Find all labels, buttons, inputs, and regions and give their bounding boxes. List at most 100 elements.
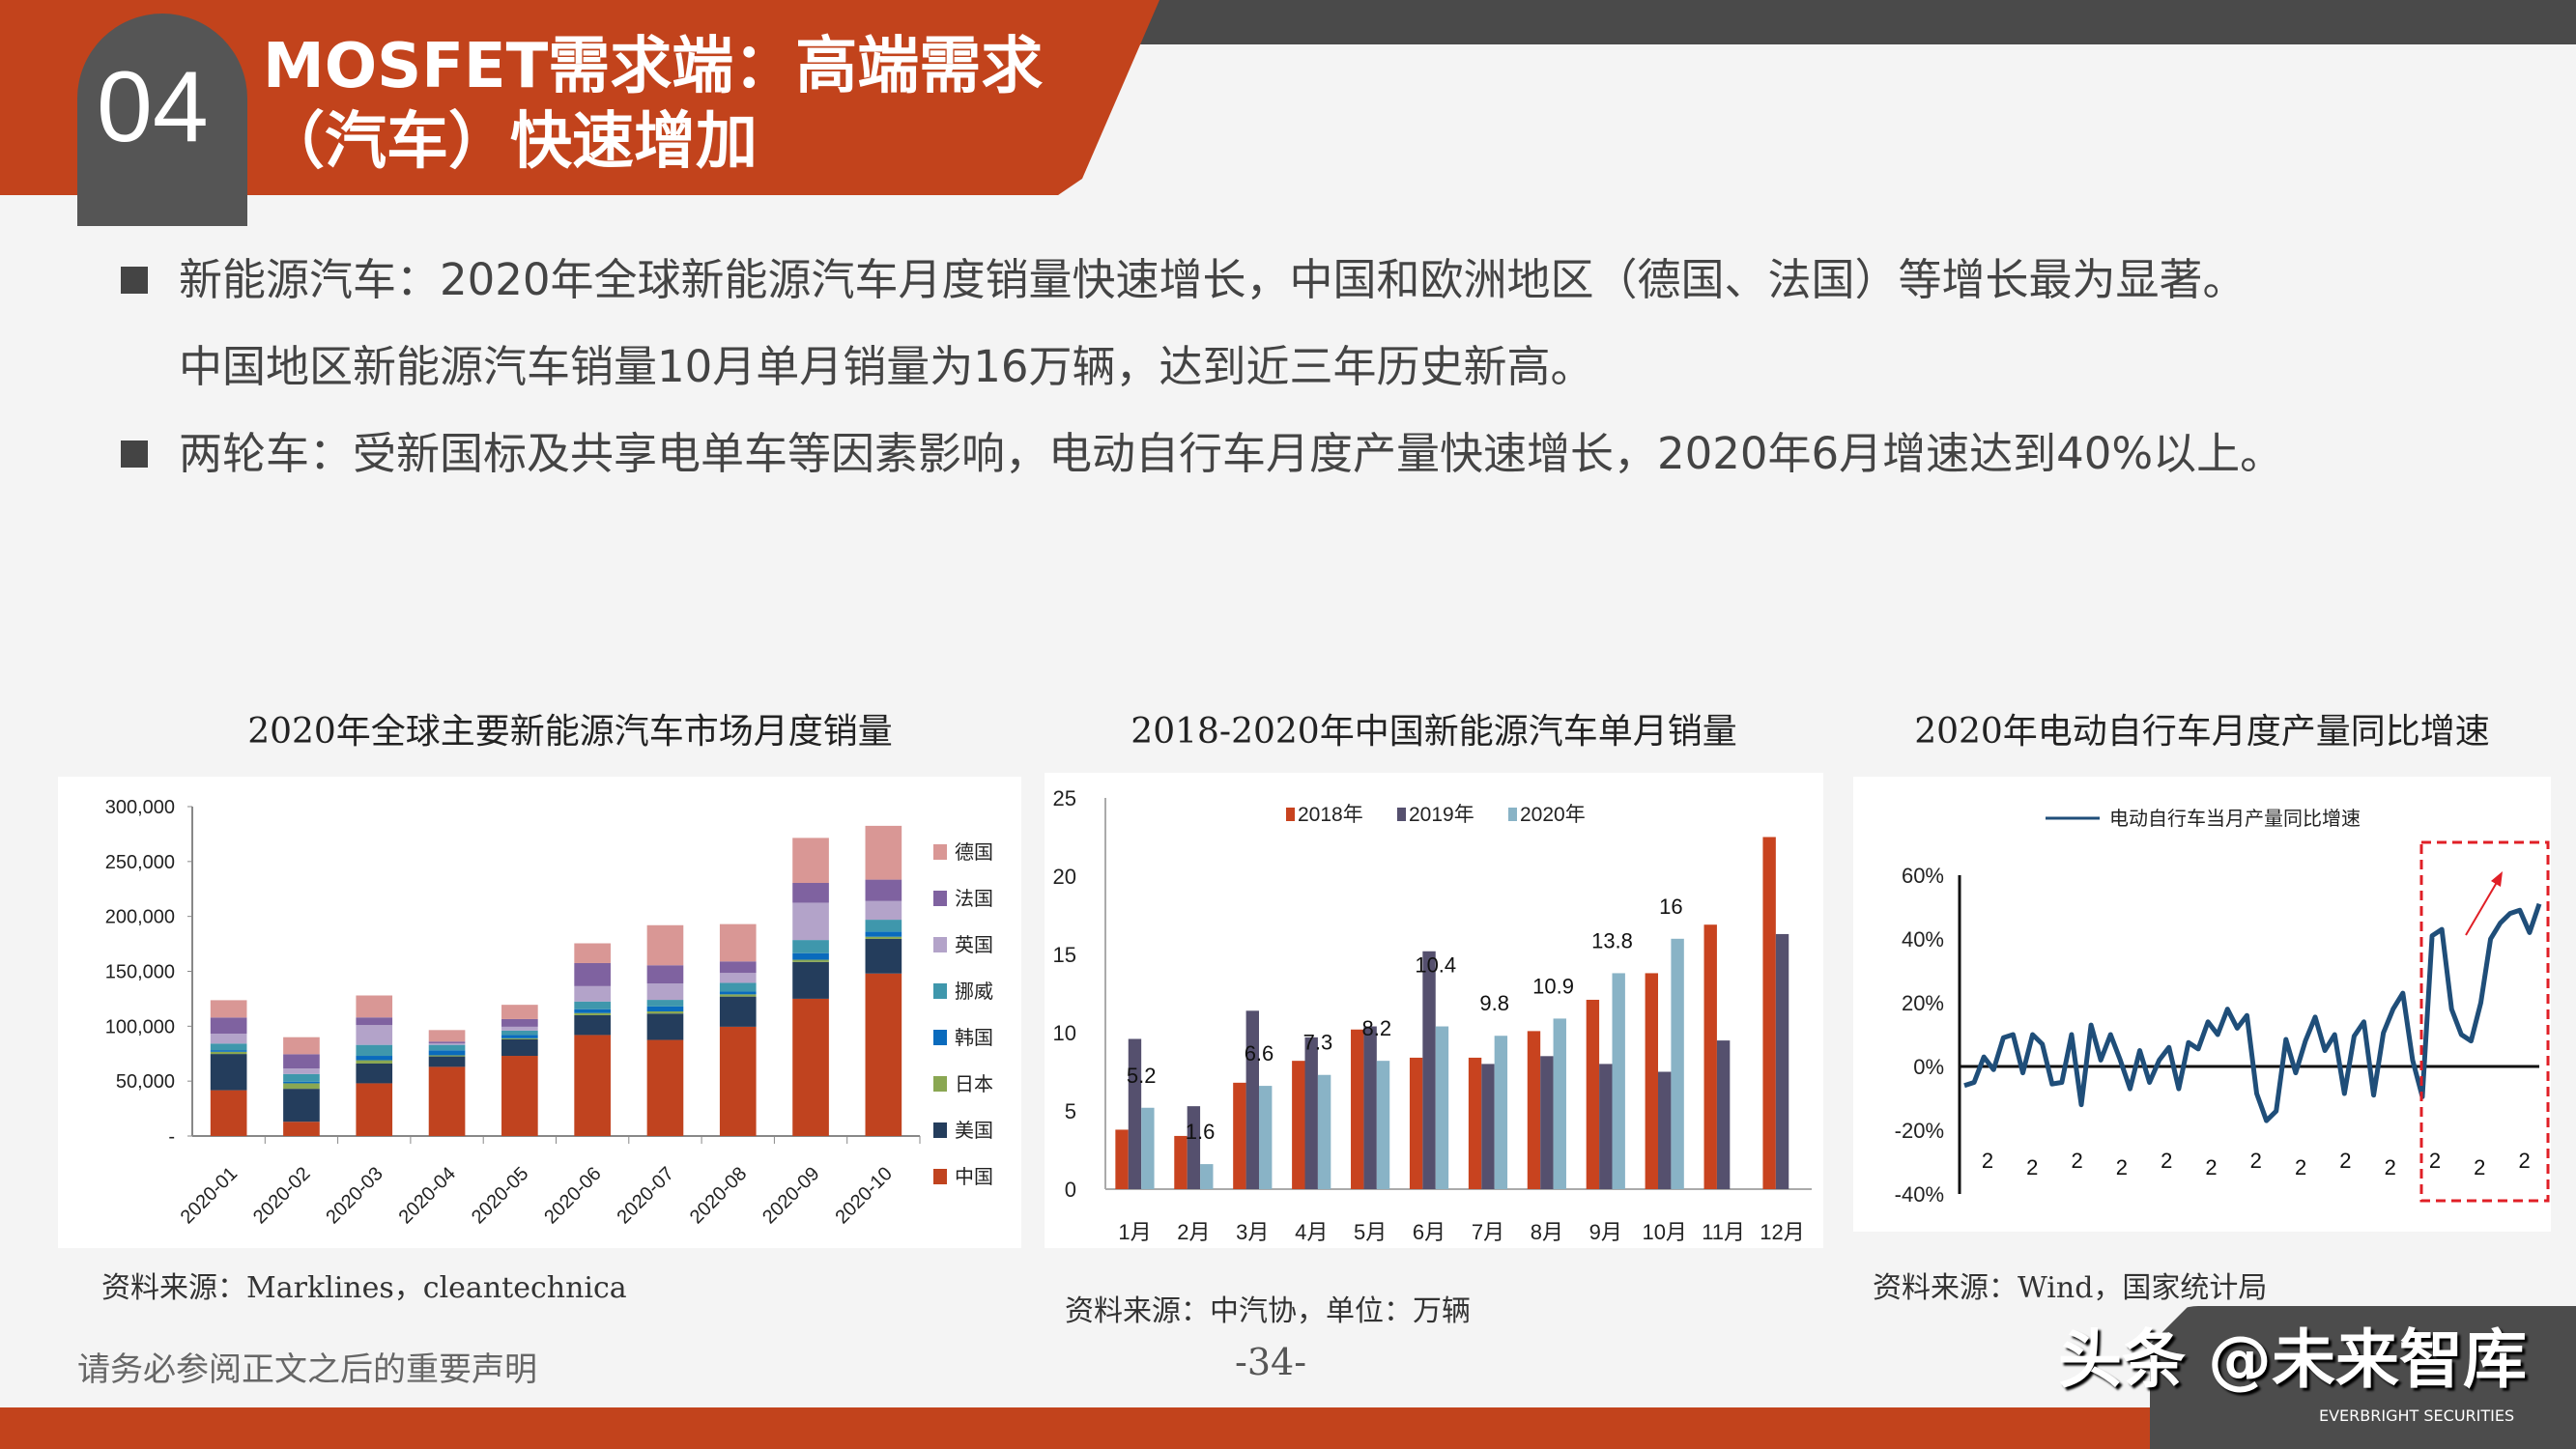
- legend-label: 法国: [955, 888, 993, 910]
- bar-segment: [283, 1068, 320, 1074]
- bar-segment: [210, 1054, 247, 1091]
- bar-segment: [865, 825, 902, 880]
- bar: [1128, 1038, 1142, 1189]
- x-tick-label: 10月: [1642, 1220, 1686, 1244]
- bar-segment: [865, 931, 902, 937]
- stacked-bar-chart: - 50,000 100,000 150,000 200,000 250,000 300,0…: [105, 797, 993, 1228]
- legend-swatch: [1286, 808, 1295, 821]
- bar-segment: [792, 952, 829, 960]
- x-tick-label: 2: [2161, 1149, 2172, 1173]
- bar-segment: [865, 920, 902, 932]
- bar: [1703, 924, 1717, 1189]
- bar: [1527, 1031, 1541, 1189]
- bar: [1115, 1129, 1129, 1189]
- bar-segment: [283, 1037, 320, 1055]
- data-label: 10.9: [1532, 974, 1574, 998]
- bar-segment: [210, 1017, 247, 1035]
- legend-swatch: [933, 937, 947, 952]
- y-tick-label: 150,000: [105, 962, 175, 983]
- bar-segment: [719, 994, 757, 997]
- bar-segment: [574, 1009, 611, 1013]
- legend-label: 韩国: [955, 1027, 993, 1049]
- title-line-1: MOSFET需求端：高端需求: [263, 31, 1044, 102]
- legend-label: 2019年: [1409, 804, 1474, 826]
- chart1-title: 2020年全球主要新能源汽车市场月度销量: [247, 712, 893, 752]
- data-label: 5.2: [1127, 1064, 1157, 1088]
- bar: [1187, 1106, 1201, 1189]
- watermark-logo: 头条 @未来智库: [2058, 1322, 2527, 1397]
- bar-segment: [283, 1081, 320, 1084]
- bar-segment: [501, 1056, 538, 1136]
- chart1-source: 资料来源：Marklines，cleantechnica: [101, 1271, 627, 1305]
- bar: [1671, 938, 1684, 1189]
- bar: [1200, 1164, 1214, 1189]
- bar-segment: [646, 1010, 684, 1014]
- bar-segment: [574, 943, 611, 963]
- bar-segment: [283, 1089, 320, 1122]
- bar-segment: [501, 1018, 538, 1027]
- bar-segment: [428, 1030, 466, 1042]
- x-tick-label: 2020-06: [540, 1163, 605, 1228]
- data-label: 9.8: [1479, 991, 1509, 1015]
- bar-segment: [210, 1034, 247, 1044]
- title-line-2: （汽车）快速增加: [263, 106, 758, 178]
- x-tick-label: 7月: [1472, 1220, 1504, 1244]
- bar-segment: [719, 982, 757, 992]
- bullet-list: 新能源汽车：2020年全球新能源汽车月度销量快速增长，中国和欧洲地区（德国、法国…: [121, 237, 2536, 497]
- bar: [1468, 1057, 1482, 1189]
- x-tick-label: 2: [2518, 1149, 2530, 1173]
- y-tick-label: 5: [1065, 1099, 1076, 1123]
- bar-segment: [501, 1035, 538, 1038]
- x-tick-label: 5月: [1354, 1220, 1387, 1244]
- x-tick-label: 2: [1982, 1149, 1993, 1173]
- x-tick-label: 2020-10: [831, 1163, 896, 1228]
- data-label: 16: [1659, 895, 1682, 919]
- bar: [1435, 1026, 1449, 1189]
- bar: [1645, 973, 1659, 1189]
- bar: [1317, 1074, 1331, 1189]
- data-label: 8.2: [1362, 1016, 1392, 1040]
- bar-segment: [210, 1000, 247, 1018]
- bullet-item: 新能源汽车：2020年全球新能源汽车月度销量快速增长，中国和欧洲地区（德国、法国…: [121, 237, 2536, 324]
- bar-segment: [792, 882, 829, 903]
- bar-segment: [865, 936, 902, 939]
- legend-swatch: [933, 844, 947, 860]
- bar-segment: [283, 1054, 320, 1069]
- bar-segment: [865, 879, 902, 901]
- bar: [1481, 1064, 1495, 1189]
- chart3-panel: -40% -20% 0% 20% 40% 60% 2 2 2 2 2 2 2 2 2 2 2 2 2 电动自行车当月产…: [1853, 777, 2551, 1232]
- bar-segment: [428, 1066, 466, 1136]
- bar-segment: [428, 1042, 466, 1045]
- bar-segment: [210, 1043, 247, 1051]
- bullet-text: 新能源汽车：2020年全球新能源汽车月度销量快速增长，中国和欧洲地区（德国、法国…: [179, 254, 2247, 305]
- data-label: 7.3: [1303, 1031, 1333, 1055]
- bar-segment: [792, 838, 829, 883]
- bar-segment: [501, 1030, 538, 1036]
- x-tick-label: 3月: [1236, 1220, 1269, 1244]
- grouped-bar-chart: 0 5 10 15 20 25 5.2 1月 1.6 2月 6.6 3月 7.3 4月 8.2 5月 10.4 6…: [1053, 786, 1812, 1244]
- y-tick-label: 20%: [1902, 991, 1944, 1015]
- chart2-panel: 0 5 10 15 20 25 5.2 1月 1.6 2月 6.6 3月 7.3 4月 8.2 5月 10.4 6…: [1045, 773, 1823, 1248]
- y-tick-label: 20: [1053, 865, 1076, 889]
- data-label: 6.6: [1245, 1041, 1274, 1065]
- x-tick-label: 2: [2250, 1149, 2262, 1173]
- bullet-continuation: 中国地区新能源汽车销量10月单月销量为16万辆，达到近三年历史新高。: [179, 341, 1594, 392]
- legend-label: 挪威: [955, 980, 993, 1003]
- bar-segment: [646, 965, 684, 984]
- bar: [1174, 1135, 1188, 1189]
- legend-swatch: [933, 1076, 947, 1092]
- bar: [1351, 1029, 1364, 1189]
- x-tick-label: 2: [2026, 1155, 2038, 1179]
- bar: [1716, 1040, 1731, 1189]
- bar-segment: [428, 1041, 466, 1043]
- x-tick-label: 1月: [1118, 1220, 1151, 1244]
- legend-swatch: [1397, 808, 1406, 821]
- x-tick-label: 2月: [1177, 1220, 1210, 1244]
- x-tick-label: 2020-05: [468, 1163, 532, 1228]
- legend-label: 2020年: [1520, 804, 1586, 826]
- x-tick-label: 2020-07: [614, 1163, 678, 1228]
- y-tick-label: -20%: [1895, 1119, 1944, 1143]
- legend-swatch: [1508, 808, 1517, 821]
- x-tick-label: 2: [2071, 1149, 2082, 1173]
- x-tick-label: 2: [2474, 1155, 2485, 1179]
